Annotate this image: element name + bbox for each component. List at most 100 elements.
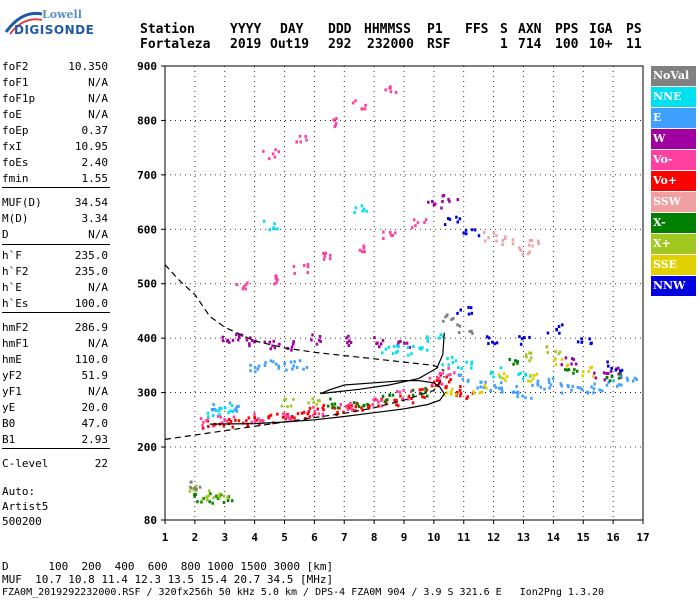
legend-item-sse: SSE [651,255,696,275]
data-point [448,199,451,203]
data-point [346,341,349,345]
data-point [273,222,276,226]
data-point [470,366,473,370]
data-point [592,387,596,391]
data-point [245,338,249,342]
data-point [318,399,321,403]
data-point [285,415,289,419]
param-name: M(D) [2,212,29,225]
x-tick-label: 15 [577,531,590,544]
param-value: 1.55 [81,172,109,185]
data-point [348,406,351,410]
data-point [312,400,315,404]
data-point [443,223,447,227]
data-point [321,406,324,410]
data-point [521,252,525,256]
param-value: N/A [88,92,108,105]
data-point [306,262,310,266]
data-point [362,244,365,248]
data-point [380,404,384,408]
data-point [358,248,362,252]
param-row: yE 20.0 [2,401,108,415]
data-point [334,123,337,127]
data-point [412,218,416,222]
digisonde-logo: Lowell DIGISONDE [4,6,94,46]
data-point [290,345,294,349]
param-row: B1 2.93 [2,433,108,447]
data-point [531,377,535,381]
param-row: fmin 1.55 [2,172,108,186]
y-tick-label: 400 [137,332,157,345]
param-row: foEs 2.40 [2,156,108,170]
data-point [273,155,277,159]
data-point [334,122,338,126]
auto-code: 500200 [2,515,42,528]
header-label-9: PPS [555,22,579,37]
data-point [287,414,290,418]
data-point [530,239,534,243]
data-point [610,366,613,370]
param-row: foF1p N/A [2,92,108,106]
header-value-10: 11 [626,37,642,52]
header-label-0: Station [140,22,195,37]
data-point [380,398,383,402]
data-point [412,344,415,348]
data-point [495,341,499,345]
data-point [447,373,450,377]
data-point [554,363,558,367]
data-point [286,412,289,416]
data-point [470,329,473,333]
data-point [296,412,300,416]
data-point [262,149,265,153]
data-point [546,351,549,355]
data-point [555,328,559,332]
data-point [366,402,369,406]
param-row: yF2 51.9 [2,369,108,383]
data-point [323,254,327,258]
data-point [524,396,527,400]
data-point [216,494,220,498]
param-value: 10.350 [68,60,108,73]
param-value: N/A [88,281,108,294]
data-point [598,388,601,392]
data-point [201,424,204,428]
legend-item-noval: NoVal [651,66,696,86]
data-point [206,411,210,415]
data-point [386,398,389,402]
data-point [539,385,543,389]
data-point [470,311,474,315]
data-point [394,90,398,94]
data-point [227,418,231,422]
data-point [221,421,224,425]
data-point [492,231,496,235]
data-point [454,392,458,396]
data-point [532,374,536,378]
data-point [396,404,400,408]
x-tick-label: 3 [221,531,228,544]
param-row: h`E N/A [2,281,108,295]
header-value-8: 100 [555,37,579,52]
data-point [455,390,459,394]
data-point [421,346,424,350]
legend-item-w: W [651,129,696,149]
data-point [269,347,272,351]
data-point [593,382,596,386]
data-point [445,391,449,395]
param-value: 110.0 [74,353,108,366]
data-point [264,361,267,365]
x-tick-label: 4 [251,531,258,544]
data-point [615,384,619,388]
data-point [382,230,385,234]
data-point [316,407,319,411]
data-point [277,364,280,368]
x-tick-label: 13 [517,531,530,544]
data-point [514,359,517,363]
data-point [392,345,396,349]
data-point [495,234,498,238]
header-value-2: Out19 [270,37,310,52]
data-point [225,339,229,343]
param-name: MUF(D) [2,196,42,209]
legend-item-vo: Vo+ [651,171,696,191]
data-point [449,373,452,377]
data-point [391,393,395,397]
